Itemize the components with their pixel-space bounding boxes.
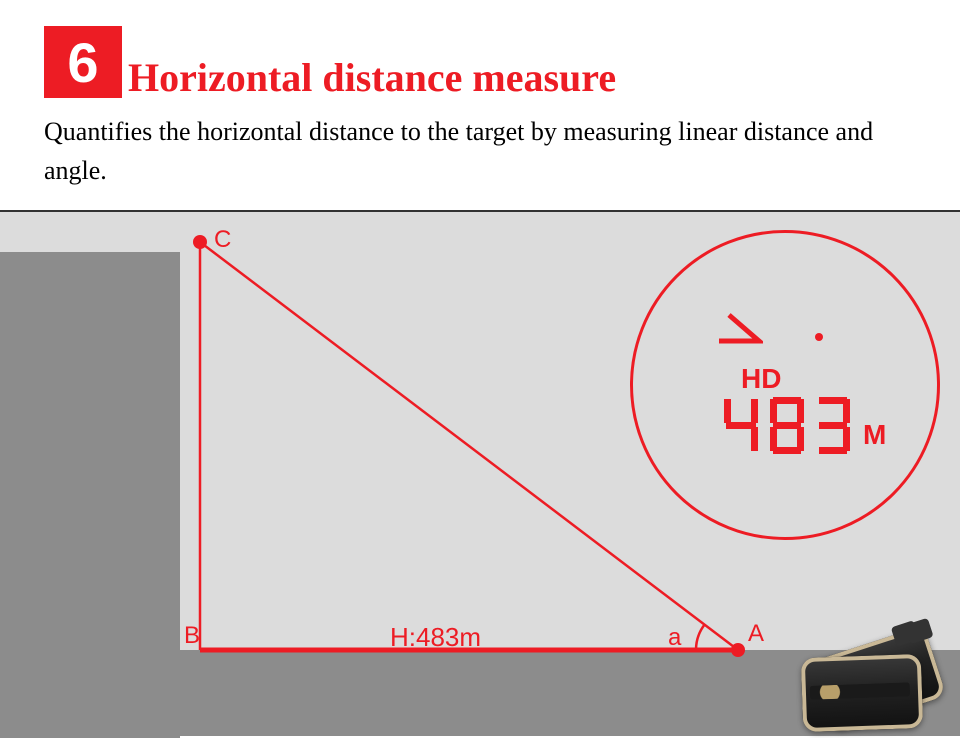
distance-label: H:483m [390,622,481,653]
section-number-badge: 6 [44,26,122,98]
point-label-a: A [748,620,764,648]
section-subtitle: Quantifies the horizontal distance to th… [0,98,960,190]
point-label-b: B [184,622,200,650]
section-title: Horizontal distance measure [122,58,616,98]
digit-8 [767,395,807,455]
section-header: 6 Horizontal distance measure [0,0,960,98]
angle-label: a [668,624,681,652]
viewfinder-unit: M [859,419,886,455]
viewfinder-circle: HD [630,230,940,540]
angle-icon [715,311,763,345]
section-number: 6 [67,30,98,95]
crosshair-dot-icon [815,333,823,341]
point-label-c: C [214,226,231,254]
viewfinder-reading: M [721,395,886,455]
digit-4 [721,395,761,455]
rangefinder-device-icon [800,612,960,732]
diagram-area: C B A a H:483m HD [0,210,960,736]
digit-3 [813,395,853,455]
viewfinder-mode: HD [741,363,781,395]
